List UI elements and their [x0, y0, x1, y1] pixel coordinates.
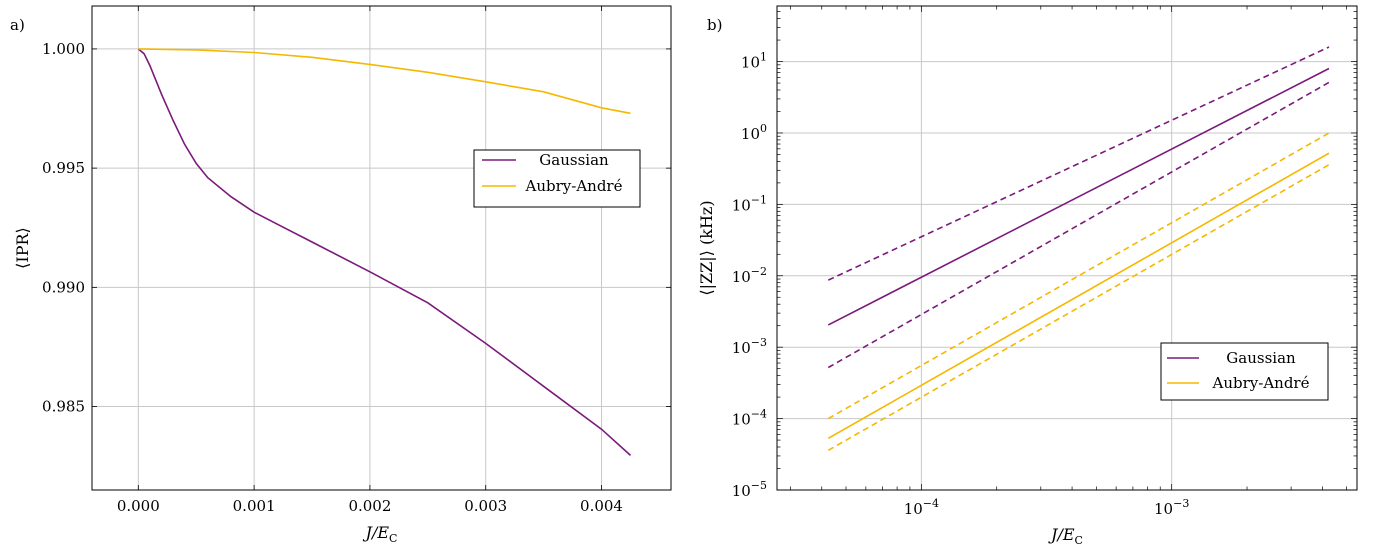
y-tick-label: 0.995	[42, 159, 85, 177]
x-tick-label: 0.004	[580, 497, 623, 515]
series-dashed-line-1	[827, 46, 1330, 281]
y-tick-label: 10−4	[732, 408, 767, 429]
y-axis-label: ⟨|ZZ|⟩ (kHz)	[697, 200, 716, 295]
y-tick-label: 0.990	[42, 278, 85, 296]
legend-entry: Gaussian	[539, 151, 609, 169]
y-tick-label: 10−5	[732, 479, 767, 500]
legend-entry: Gaussian	[1226, 349, 1296, 367]
y-tick-label: 0.985	[42, 398, 85, 416]
y-tick-label: 10−1	[732, 193, 767, 214]
panel-label: b)	[707, 16, 722, 34]
x-tick-label: 0.002	[348, 497, 391, 515]
x-tick-label: 10−3	[1154, 497, 1189, 518]
legend-entry: Aubry-André	[525, 177, 623, 195]
panel-a-chart: 0.000 0.001 0.002 0.003 0.004 0.985 0.990 0.995…	[10, 5, 672, 515]
x-tick-label: 0.001	[233, 497, 276, 515]
x-tick-label: 0.000	[117, 497, 160, 515]
plot-frame	[776, 5, 1358, 491]
series-line-3	[827, 152, 1330, 439]
legend: Gaussian Aubry-André	[473, 149, 641, 208]
y-tick-label: 100	[741, 122, 767, 143]
series-dashed-line-4	[827, 132, 1330, 420]
series-dashed-line-5	[827, 164, 1330, 451]
series-line-gaussian	[137, 48, 632, 456]
panel-b-chart: Gaussian Aubry-André b) ⟨|ZZ|⟩ (kHz)	[697, 5, 1358, 491]
x-axis-label: J/EC	[363, 523, 398, 545]
x-tick-label: 0.003	[464, 497, 507, 515]
legend: Gaussian Aubry-André	[1160, 342, 1329, 401]
series-line-aubry-andr-	[138, 48, 631, 115]
y-tick-label: 10−2	[732, 265, 767, 286]
series-line-0	[827, 67, 1330, 326]
y-tick-label: 101	[741, 51, 767, 72]
y-tick-label: 1.000	[42, 40, 85, 58]
y-axis-label: ⟨IPR⟩	[13, 227, 32, 269]
panel-label: a)	[10, 16, 25, 34]
x-axis-label: J/EC	[1048, 525, 1083, 547]
y-tick-label: 10−3	[732, 336, 767, 357]
series-dashed-line-2	[827, 81, 1330, 369]
plot-frame	[91, 5, 672, 491]
legend-box	[1160, 342, 1329, 401]
x-tick-label: 10−4	[904, 497, 939, 518]
legend-entry: Aubry-André	[1212, 374, 1310, 392]
